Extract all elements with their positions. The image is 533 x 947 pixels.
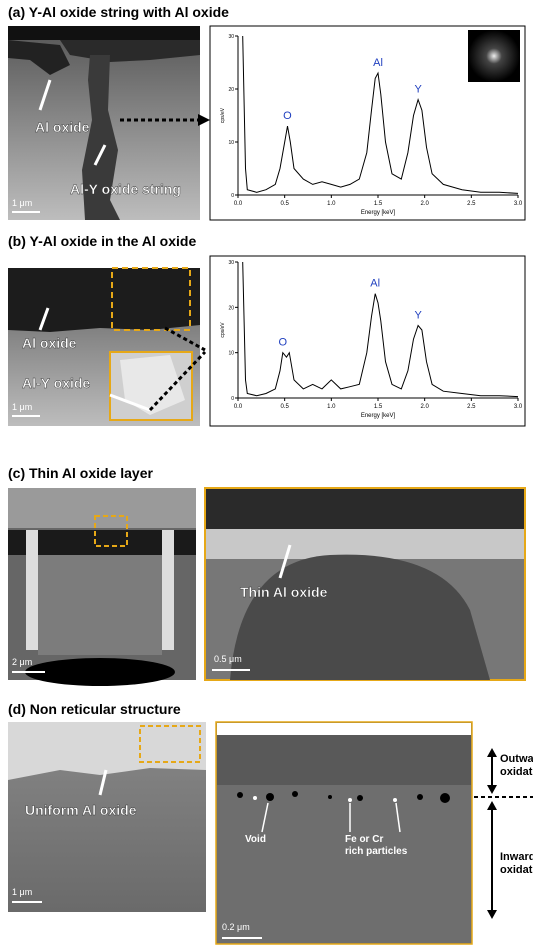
micrograph [216, 722, 472, 944]
scale-bar-label: 0.5 μm [214, 654, 242, 664]
panel-title: (b) Y-Al oxide in the Al oxide [8, 233, 196, 249]
peak-label: Al [373, 57, 383, 69]
peak-label: Y [414, 309, 422, 321]
y-tick-label: 20 [228, 305, 234, 311]
x-tick-label: 2.5 [467, 201, 476, 207]
image-label: Al oxide [35, 119, 90, 135]
image-label: Thin Al oxide [240, 584, 328, 600]
image-label: Al oxide [22, 335, 77, 351]
panel-title: (c) Thin Al oxide layer [8, 465, 154, 481]
x-tick-label: 0.0 [234, 404, 243, 410]
y-tick-label: 0 [231, 396, 234, 402]
x-tick-label: 1.0 [327, 404, 336, 410]
x-tick-label: 0.0 [234, 201, 243, 207]
scale-bar-label: 1 μm [12, 402, 32, 412]
y-tick-label: 0 [231, 193, 234, 199]
y-tick-label: 10 [228, 351, 234, 357]
image-label: Al-Y oxide string [70, 181, 181, 197]
image-label: Void [245, 834, 266, 845]
x-tick-label: 2.5 [467, 404, 476, 410]
x-tick-label: 1.5 [374, 404, 383, 410]
peak-label: O [279, 337, 288, 349]
y-tick-label: 30 [228, 34, 234, 40]
peak-label: Al [370, 278, 380, 290]
x-tick-label: 1.5 [374, 201, 383, 207]
side-label: Outwardoxidation [500, 753, 533, 778]
y-tick-label: 20 [228, 87, 234, 93]
y-tick-label: 30 [228, 260, 234, 266]
scale-bar-label: 2 μm [12, 657, 32, 667]
x-tick-label: 3.0 [514, 201, 523, 207]
panel-title: (d) Non reticular structure [8, 701, 181, 717]
micrograph [8, 488, 196, 686]
x-axis-label: Energy [keV] [361, 210, 396, 216]
side-label: Inwardoxidation [500, 851, 533, 876]
scale-bar-label: 1 μm [12, 887, 32, 897]
y-tick-label: 10 [228, 140, 234, 146]
peak-label: Y [414, 84, 422, 96]
image-label: Al-Y oxide [22, 375, 90, 391]
x-tick-label: 0.5 [280, 201, 289, 207]
y-axis-label: cps/eV [220, 322, 226, 338]
figure: (a) Y-Al oxide string with Al oxide Al o… [0, 0, 533, 947]
peak-label: O [283, 110, 292, 122]
scale-bar-label: 0.2 μm [222, 922, 250, 932]
panel-title: (a) Y-Al oxide string with Al oxide [8, 4, 229, 20]
x-tick-label: 2.0 [420, 201, 429, 207]
x-tick-label: 3.0 [514, 404, 523, 410]
image-label: Uniform Al oxide [25, 802, 137, 818]
scale-bar-label: 1 μm [12, 198, 32, 208]
y-axis-label: cps/eV [220, 107, 226, 123]
x-axis-label: Energy [keV] [361, 413, 396, 419]
x-tick-label: 2.0 [420, 404, 429, 410]
x-tick-label: 0.5 [280, 404, 289, 410]
x-tick-label: 1.0 [327, 201, 336, 207]
